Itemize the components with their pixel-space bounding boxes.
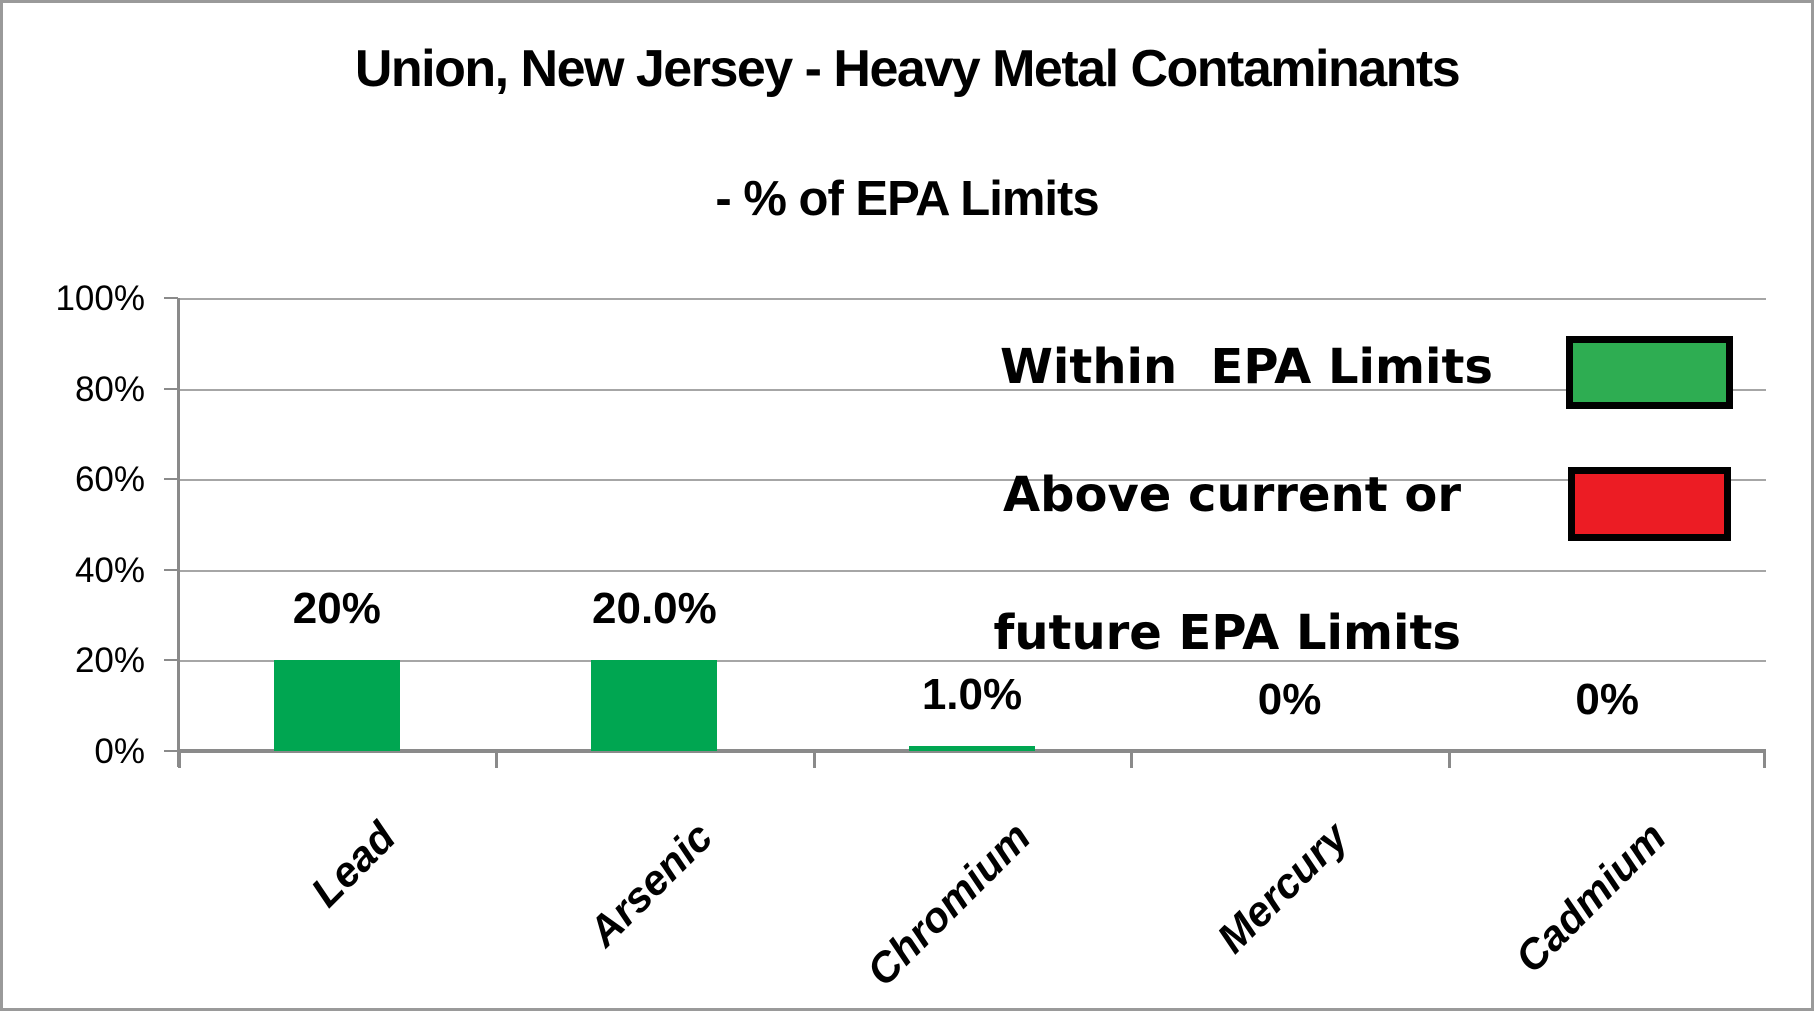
- gridline-20: [178, 660, 1766, 663]
- chart-subtitle: - % of EPA Limits: [715, 172, 1099, 226]
- y-tick-label-80: 80%: [74, 370, 145, 409]
- plot-area: [177, 298, 1766, 767]
- x-tick-mark: [813, 751, 816, 768]
- category-arsenic: 20.0% Arsenic: [496, 298, 814, 955]
- y-tick-label-0: 0%: [94, 732, 145, 771]
- x-tick-mark: [1448, 751, 1451, 768]
- bar-arsenic: [591, 660, 718, 751]
- legend-swatch-green: [1566, 336, 1733, 409]
- bar-value-label: 1.0%: [921, 670, 1023, 720]
- gridline-100: [178, 298, 1766, 300]
- legend-line-2: future EPA Limits: [993, 605, 1461, 661]
- y-tick-label-40: 40%: [74, 551, 145, 590]
- x-category-label: Lead: [301, 813, 405, 916]
- bar-value-label: 20%: [292, 584, 381, 634]
- y-axis-line: [177, 298, 180, 767]
- legend-label-above-epa-limits: Above current or future EPA Limits: [3, 461, 1461, 668]
- legend-swatch-red: [1568, 467, 1731, 541]
- x-tick-mark: [178, 751, 181, 768]
- bar-value-label: 0%: [1575, 675, 1639, 724]
- y-tick-label-60: 60%: [74, 460, 145, 499]
- category-mercury: 0% Mercury: [1131, 298, 1449, 962]
- x-category-label: Arsenic: [579, 813, 722, 956]
- category-lead: 20% Lead: [178, 298, 496, 916]
- y-tick-mark: [164, 750, 178, 752]
- x-axis-line: [178, 749, 1766, 753]
- gridline-40: [178, 569, 1766, 572]
- y-tick-mark: [164, 297, 178, 299]
- bar-chromium: [908, 746, 1035, 751]
- y-tick-mark: [164, 569, 178, 571]
- y-tick-mark: [164, 659, 178, 661]
- gridline-60: [178, 479, 1766, 482]
- bar-value-label: 20.0%: [592, 584, 717, 634]
- x-tick-mark: [495, 751, 498, 768]
- x-tick-mark: [1130, 751, 1133, 768]
- category-cadmium: 0% Cadmium: [1448, 298, 1766, 982]
- x-category-label: Chromium: [857, 813, 1040, 995]
- y-tick-mark: [164, 388, 178, 390]
- x-tick-mark: [1763, 751, 1766, 768]
- y-tick-label-20: 20%: [74, 641, 145, 680]
- x-category-label: Cadmium: [1505, 813, 1675, 982]
- bar-lead: [273, 660, 400, 751]
- bar-value-label: 0%: [1257, 675, 1322, 724]
- legend-label-within-epa-limits: Within EPA Limits: [999, 339, 1493, 395]
- category-chromium: 1.0% Chromium: [813, 298, 1131, 995]
- legend-line-1: Above current or: [1002, 467, 1461, 523]
- y-tick-label-100: 100%: [55, 279, 145, 318]
- gridline-80: [178, 388, 1766, 391]
- y-tick-mark: [164, 478, 178, 480]
- chart-title: Union, New Jersey - Heavy Metal Contamin…: [354, 40, 1461, 98]
- x-category-label: Mercury: [1208, 813, 1357, 962]
